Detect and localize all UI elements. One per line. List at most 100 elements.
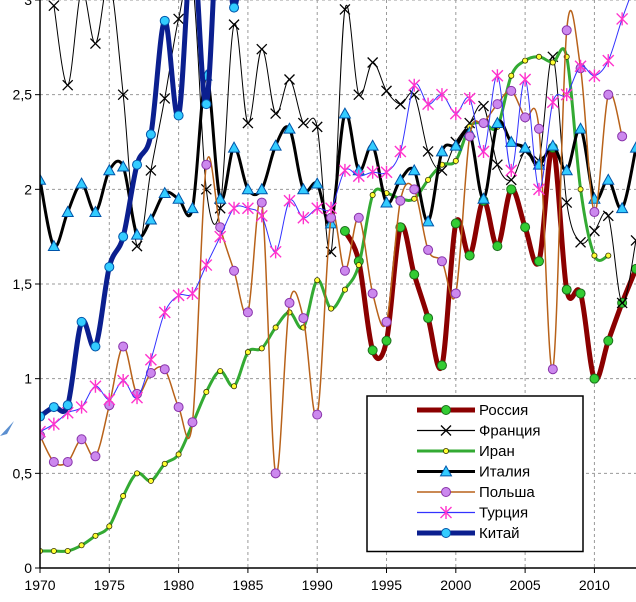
grid-lines — [40, 0, 636, 568]
data-point-marker — [421, 214, 435, 227]
data-point-marker — [463, 91, 476, 105]
data-point-marker — [450, 218, 461, 229]
data-point-marker — [464, 250, 475, 261]
data-point-marker — [311, 121, 323, 133]
data-point-marker — [367, 345, 378, 356]
data-point-marker — [325, 201, 338, 215]
data-point-marker — [90, 341, 101, 352]
data-point-marker — [520, 112, 531, 123]
data-point-marker — [298, 313, 309, 324]
data-point-marker — [255, 182, 269, 195]
series-5 — [40, 0, 630, 439]
data-point-marker — [547, 364, 558, 375]
data-point-marker — [312, 409, 323, 420]
data-point-marker — [92, 532, 99, 539]
data-point-marker — [435, 88, 448, 102]
data-point-marker — [283, 194, 296, 208]
data-point-marker — [380, 196, 393, 208]
data-point-marker — [200, 258, 213, 272]
legend-item: Франция — [417, 423, 540, 440]
data-point-marker — [366, 139, 380, 151]
y-tick-label: 1 — [24, 371, 32, 387]
data-point-marker — [161, 460, 168, 467]
data-point-marker — [117, 374, 130, 388]
data-point-marker — [297, 211, 310, 225]
data-point-marker — [380, 165, 393, 179]
data-point-marker — [560, 163, 574, 176]
data-point-marker — [40, 411, 45, 422]
data-point-marker — [381, 316, 392, 327]
data-point-marker — [603, 335, 614, 346]
data-point-marker — [270, 468, 281, 479]
data-point-marker — [270, 108, 282, 120]
legend-marker — [442, 447, 449, 454]
data-point-marker — [47, 417, 60, 431]
data-point-marker — [117, 89, 129, 101]
data-point-marker — [546, 95, 559, 109]
data-point-marker — [589, 207, 600, 218]
data-point-marker — [131, 240, 143, 252]
data-point-marker — [242, 307, 253, 318]
data-point-marker — [352, 169, 365, 183]
data-point-marker — [173, 13, 185, 25]
data-point-marker — [311, 201, 324, 215]
data-point-marker — [231, 383, 238, 390]
data-point-marker — [505, 174, 517, 186]
legend-label: Италия — [479, 464, 530, 481]
data-point-marker — [159, 15, 170, 26]
data-point-marker — [588, 69, 601, 83]
legend-marker — [439, 464, 453, 477]
legend-item: Турция — [417, 505, 528, 522]
data-point-marker — [504, 135, 518, 147]
data-point-marker — [40, 173, 47, 185]
data-point-marker — [242, 117, 254, 129]
data-point-marker — [144, 213, 158, 225]
x-tick-label: 1990 — [302, 577, 333, 593]
data-point-marker — [560, 88, 573, 102]
data-point-marker — [367, 57, 379, 68]
data-point-marker — [533, 256, 544, 267]
data-point-marker — [339, 265, 350, 276]
data-point-marker — [533, 123, 544, 134]
data-point-marker — [532, 182, 545, 196]
data-point-marker — [381, 335, 392, 346]
x-tick-label: 2010 — [579, 577, 610, 593]
data-point-marker — [339, 225, 350, 236]
legend-label: Иран — [479, 443, 515, 460]
data-point-marker — [61, 205, 75, 217]
data-point-marker — [422, 146, 434, 157]
data-point-marker — [394, 144, 407, 158]
data-point-marker — [492, 99, 503, 110]
data-point-marker — [159, 364, 170, 375]
data-point-marker — [227, 141, 241, 153]
data-point-marker — [519, 73, 532, 87]
data-point-marker — [381, 85, 392, 97]
data-point-marker — [172, 192, 185, 204]
data-point-marker — [104, 261, 115, 272]
data-point-marker — [409, 184, 420, 195]
data-point-marker — [367, 288, 378, 299]
data-point-marker — [518, 141, 532, 153]
data-point-marker — [89, 205, 102, 217]
data-point-marker — [338, 163, 351, 177]
data-point-marker — [561, 197, 573, 209]
data-point-marker — [132, 159, 143, 170]
data-point-marker — [134, 470, 141, 477]
y-tick-label: 0 — [24, 560, 32, 576]
data-point-marker — [617, 131, 628, 142]
legend-marker — [440, 425, 452, 436]
data-point-marker — [75, 400, 88, 414]
data-point-marker — [64, 547, 71, 554]
data-point-marker — [339, 4, 351, 15]
data-point-marker — [62, 79, 74, 91]
data-point-marker — [89, 379, 102, 393]
legend: Россия Франция Иран Италия Польша Турция Китай — [366, 395, 584, 553]
data-point-marker — [118, 341, 129, 352]
data-point-marker — [464, 131, 475, 142]
data-point-marker — [158, 305, 171, 319]
data-point-marker — [106, 523, 113, 530]
data-point-marker — [186, 201, 199, 214]
x-tick-label: 2000 — [440, 577, 471, 593]
data-point-marker — [520, 222, 531, 233]
